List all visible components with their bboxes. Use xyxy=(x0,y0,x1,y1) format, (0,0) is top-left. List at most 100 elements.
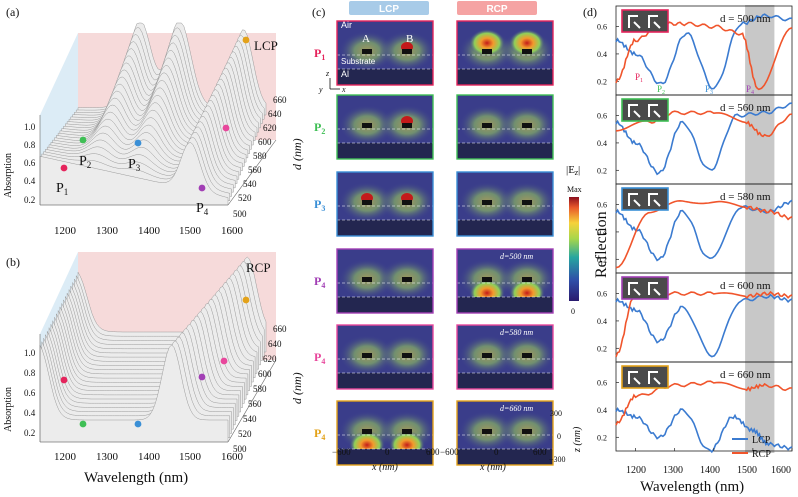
d-value-label: d = 580 nm xyxy=(720,191,771,203)
panel-b-x-label: Wavelength (nm) xyxy=(84,470,188,486)
panel-b-d-label: d (nm) xyxy=(290,372,304,404)
d-value-label: d = 560 nm xyxy=(720,102,771,114)
panel-b-label: (b) xyxy=(6,255,20,269)
panel-b-d-tick-520: 520 xyxy=(238,429,252,439)
sample-pattern xyxy=(648,104,661,118)
panel-d-label: (d) xyxy=(583,5,597,19)
surface-strip xyxy=(39,142,229,206)
c-x-tick-5: 600 xyxy=(533,447,547,457)
al-layer xyxy=(457,373,553,389)
c-x-tick-4: 0 xyxy=(494,447,499,457)
lcp-header xyxy=(349,1,429,15)
field-map-r5-lcp xyxy=(336,324,435,390)
panel-b-d-axis xyxy=(227,359,277,443)
marker-p6-b xyxy=(242,296,250,304)
reflection-panel-2: 0.2 0.4 0.6 d = 560 nm xyxy=(597,94,793,185)
panel-a-d-tick-540: 540 xyxy=(243,179,257,189)
scatterer xyxy=(402,277,412,282)
colorbar-max: Max xyxy=(567,185,582,194)
field-map-r2-lcp xyxy=(336,94,435,160)
field-map-frame xyxy=(456,400,554,466)
marker-p3-a xyxy=(134,139,142,147)
panel-d: (d) 0.2 0.4 0.6 d = 500 nm 0.2 0.4 0.6 d = 560 … xyxy=(583,5,793,495)
panel-a-d-axis xyxy=(227,139,277,206)
al-layer xyxy=(337,449,433,465)
y-tick-label: 0.6 xyxy=(597,23,607,32)
marker-p6-a xyxy=(242,36,250,44)
y-tick-label: 0.6 xyxy=(597,290,607,299)
scatterer xyxy=(522,200,532,205)
sample-pattern xyxy=(628,15,641,29)
rcp-header xyxy=(457,1,537,15)
field-map-frame xyxy=(336,400,434,466)
panel-d-x-label: Wavelength (nm) xyxy=(640,479,744,495)
panel-a-tick-1500: 1500 xyxy=(179,225,202,237)
sample-pattern xyxy=(628,193,641,207)
colorbar-gradient xyxy=(569,197,579,301)
row-label-3: P3 xyxy=(314,197,325,213)
series-lcp xyxy=(615,407,793,454)
panel-d-p-labels: P1 P2 P3 P4 xyxy=(635,72,754,96)
reflection-plots: 0.2 0.4 0.6 d = 500 nm 0.20.40.6d = 560 nm 0.… xyxy=(597,5,793,454)
field-map-r4-rcp xyxy=(456,248,555,314)
series-rcp xyxy=(615,199,793,269)
d-value-label: d = 600 nm xyxy=(720,280,771,292)
panel-b: (b) RCP 1200 1300 1400 1500 1600 Wavelen… xyxy=(3,252,304,486)
panel-d-y-label: Reflection xyxy=(593,211,610,278)
field-hotspot xyxy=(469,29,505,57)
label-p4-a: P4 xyxy=(196,201,209,217)
al-layer xyxy=(337,220,433,236)
panel-a-z-tick-2: 0.6 xyxy=(24,158,36,168)
al-layer xyxy=(337,297,433,313)
field-map-r6-lcp xyxy=(336,400,435,466)
label-p1-a: P1 xyxy=(56,181,68,197)
panel-b-d-ticks: 500 520 540 560 580 600 620 640 660 xyxy=(233,324,287,454)
panel-b-d-tick-560: 560 xyxy=(248,399,262,409)
field-map-frame xyxy=(336,20,434,86)
svg-text:z: z xyxy=(325,69,330,78)
series-rcp xyxy=(615,21,793,91)
scatterer xyxy=(522,123,532,128)
c-x-tick-1: 0 xyxy=(385,447,390,457)
sample-pattern xyxy=(648,371,661,385)
panel-b-d-tick-640: 640 xyxy=(268,339,282,349)
reflection-panel-3: 0.2 0.4 0.6 d = 580 nm xyxy=(597,183,793,274)
field-map-frame xyxy=(456,248,554,314)
panel-b-tick-1600: 1600 xyxy=(221,451,244,463)
map-d-tag: d=580 nm xyxy=(500,328,533,337)
highlight-band xyxy=(745,5,775,453)
field-map-r1-rcp xyxy=(456,20,555,86)
marker-p4-a xyxy=(198,184,206,192)
panel-a-d-tick-600: 600 xyxy=(258,137,272,147)
panel-b-tick-1200: 1200 xyxy=(54,451,77,463)
panel-b-d-tick-500: 500 xyxy=(233,444,247,454)
scatterer xyxy=(402,429,412,434)
scatterer xyxy=(362,353,372,358)
y-tick-label: 0.2 xyxy=(597,255,607,264)
field-map-frame xyxy=(336,94,434,160)
row-label-2: P2 xyxy=(314,120,325,136)
field-map-r1-lcp xyxy=(336,20,435,86)
marker-p3-b xyxy=(134,420,142,428)
marker-p5-b xyxy=(220,357,228,365)
panel-a-z-label: Absorption xyxy=(3,153,14,198)
field-map-frame xyxy=(336,248,434,314)
d-value-label: d = 500 nm xyxy=(720,13,771,25)
y-tick-label: 0.4 xyxy=(597,139,607,148)
scatterer xyxy=(362,123,372,128)
colorbar-title: |Ez| xyxy=(566,164,580,177)
rcp-header-text: RCP xyxy=(486,4,507,15)
scatterer xyxy=(402,123,412,128)
scatterer xyxy=(362,200,372,205)
coord-axes-icon: z y x xyxy=(318,69,346,94)
al-layer xyxy=(457,143,553,159)
panel-c: (c) LCP RCP P1 P2 P3 P4 d=500 nm P4 d=580 nm P4… xyxy=(312,1,583,473)
d-x-tick-1300: 1300 xyxy=(663,465,683,476)
panel-a-d-tick-500: 500 xyxy=(233,209,247,219)
y-tick-label: 0.6 xyxy=(597,201,607,210)
panel-a-d-tick-640: 640 xyxy=(268,109,282,119)
panel-a-markers xyxy=(60,36,250,192)
air-label: Air xyxy=(341,20,352,30)
marker-p2-b xyxy=(79,420,87,428)
